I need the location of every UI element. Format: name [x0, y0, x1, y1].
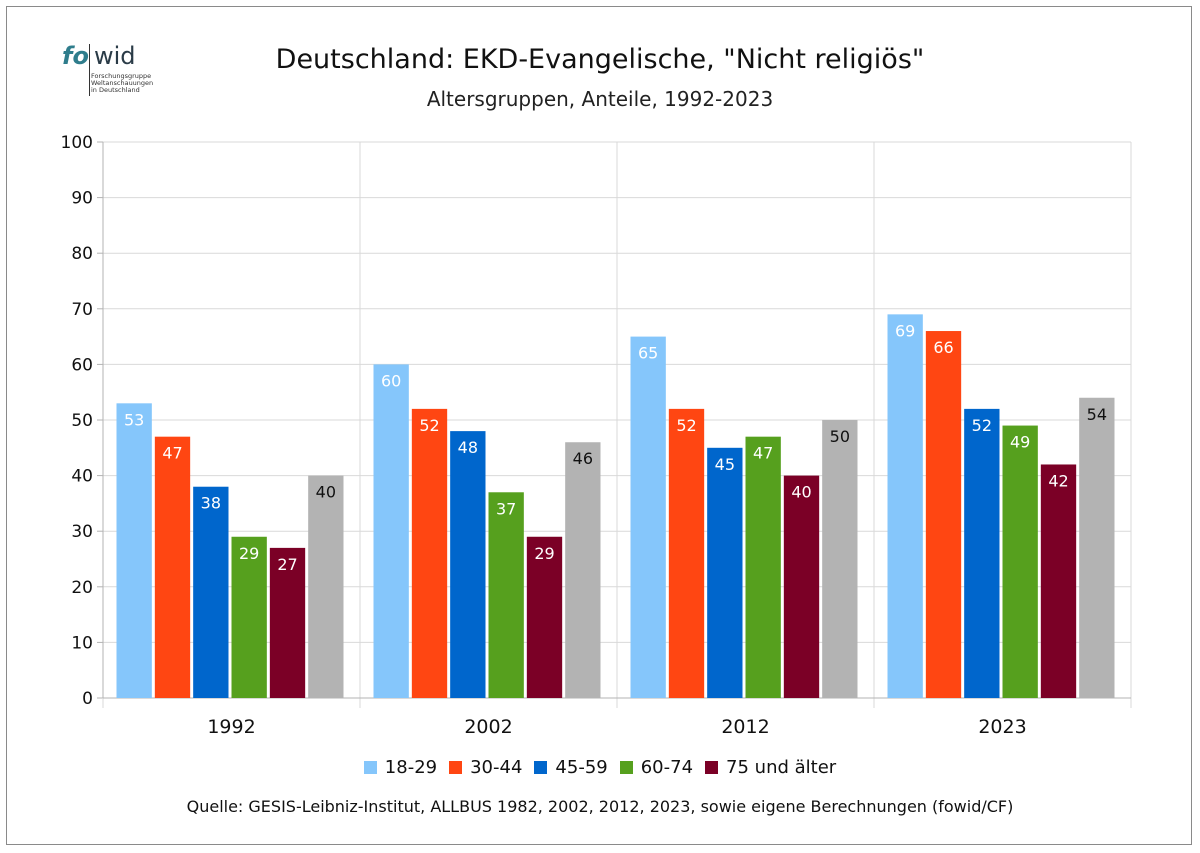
x-category-label: 2002: [464, 716, 512, 738]
legend-label: 75 und älter: [726, 757, 837, 778]
bar: [565, 442, 601, 698]
bar: [822, 420, 858, 698]
bar: [887, 314, 923, 698]
legend-label: 18-29: [384, 757, 438, 778]
bar: [231, 536, 267, 698]
legend-swatch: [619, 761, 633, 774]
logo-line-2: Weltanschauungen: [91, 79, 154, 87]
bar-value-label: 47: [162, 444, 182, 463]
bar-value-label: 38: [201, 494, 221, 513]
bar: [925, 331, 962, 698]
bar: [269, 547, 306, 698]
y-tick-label: 10: [71, 633, 93, 653]
fowid-logo: fo wid Forschungsgruppe Weltanschauungen…: [62, 42, 182, 102]
bar: [308, 475, 344, 698]
bar-value-label: 52: [676, 416, 696, 435]
logo-line-1: Forschungsgruppe: [91, 72, 152, 80]
bar-value-label: 46: [573, 449, 593, 468]
y-tick-label: 50: [71, 411, 93, 431]
legend-label: 30-44: [470, 757, 523, 778]
bar-value-label: 27: [277, 555, 297, 574]
chart-legend: 18-29 30-44 45-59 60-74 75 und älter: [0, 757, 1200, 778]
bar-value-label: 54: [1087, 405, 1107, 424]
bar: [373, 364, 409, 698]
bar-value-label: 40: [316, 483, 336, 502]
logo-divider: [89, 44, 90, 96]
bar: [707, 447, 743, 698]
bar-value-label: 48: [458, 438, 478, 457]
bar: [1079, 397, 1115, 698]
y-tick-label: 60: [71, 355, 93, 375]
legend-swatch: [449, 761, 463, 774]
y-tick-label: 80: [71, 244, 93, 264]
bar-value-label: 29: [534, 544, 554, 563]
bar-value-label: 52: [419, 416, 439, 435]
x-category-label: 1992: [207, 716, 255, 738]
bar: [488, 492, 524, 698]
legend-label: 45-59: [555, 757, 608, 778]
bar: [411, 408, 448, 698]
legend-item: 30-44: [449, 757, 522, 778]
logo-subtitle: Forschungsgruppe Weltanschauungen in Deu…: [91, 73, 153, 94]
bar: [783, 475, 820, 698]
bar-value-label: 47: [753, 444, 773, 463]
legend-item: 75 und älter: [705, 757, 836, 778]
bar-value-label: 29: [239, 544, 259, 563]
bar-value-label: 69: [895, 321, 915, 340]
legend-item: 45-59: [534, 757, 608, 778]
y-tick-label: 70: [71, 300, 93, 320]
bar-value-label: 45: [715, 455, 735, 474]
y-tick-label: 20: [71, 578, 93, 598]
legend-label: 60-74: [640, 757, 694, 778]
bar: [450, 431, 486, 698]
bar-value-label: 53: [124, 410, 144, 429]
chart-subtitle: Altersgruppen, Anteile, 1992-2023: [426, 87, 774, 111]
bar-value-label: 66: [933, 338, 953, 357]
bar-value-label: 50: [830, 427, 850, 446]
bar: [526, 536, 563, 698]
logo-wid-text: wid: [94, 42, 136, 70]
chart-frame: [6, 6, 1192, 845]
bar: [1002, 425, 1038, 698]
y-tick-label: 30: [71, 522, 93, 542]
logo-line-3: in Deutschland: [91, 86, 140, 94]
bar-value-label: 37: [496, 499, 516, 518]
bar-value-label: 65: [638, 344, 658, 363]
x-category-label: 2012: [721, 716, 769, 738]
source-note: Quelle: GESIS-Leibniz-Institut, ALLBUS 1…: [186, 797, 1014, 816]
logo-fo-text: fo: [62, 42, 89, 70]
legend-swatch: [363, 761, 377, 774]
bar: [745, 436, 781, 698]
bar: [630, 336, 666, 698]
y-tick-label: 40: [71, 467, 93, 487]
bar: [668, 408, 705, 698]
bar: [193, 486, 229, 698]
bar-value-label: 40: [791, 483, 811, 502]
legend-item: 18-29: [363, 757, 438, 778]
bar: [154, 436, 191, 698]
y-tick-label: 100: [61, 133, 93, 153]
legend-swatch: [705, 761, 719, 774]
y-tick-label: 0: [82, 689, 93, 709]
bar-value-label: 60: [381, 371, 401, 390]
legend-swatch: [534, 761, 548, 774]
bar: [1040, 464, 1077, 698]
bar-value-label: 42: [1048, 471, 1068, 490]
bar: [116, 403, 152, 698]
chart-title: Deutschland: EKD-Evangelische, "Nicht re…: [275, 44, 925, 75]
y-tick-label: 90: [71, 189, 93, 209]
bar-value-label: 49: [1010, 433, 1030, 452]
x-category-label: 2023: [978, 716, 1026, 738]
bar-value-label: 52: [972, 416, 992, 435]
legend-item: 60-74: [619, 757, 694, 778]
bar: [964, 408, 1000, 698]
